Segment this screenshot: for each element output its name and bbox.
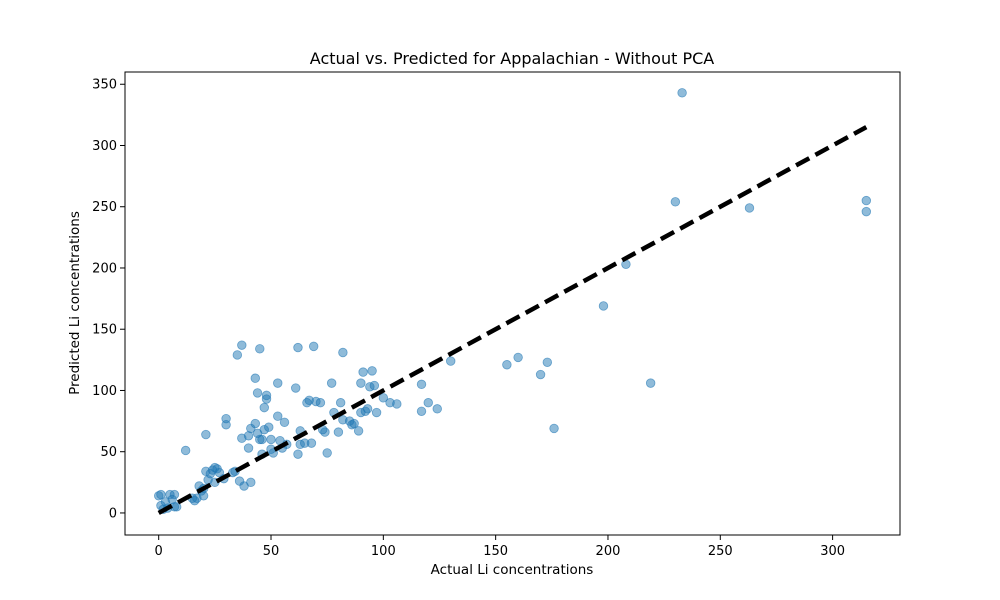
y-tick-label: 250 [92, 200, 117, 215]
y-axis: 0 50 100 150 200 250 300 350 [92, 78, 125, 521]
data-point [416, 406, 427, 416]
data-point [378, 393, 389, 403]
y-tick-label: 200 [92, 261, 117, 276]
y-tick-label: 150 [92, 323, 117, 338]
data-point [315, 398, 326, 408]
y-axis-label: Predicted Li concentrations [67, 211, 83, 395]
y-tick-label: 300 [92, 139, 117, 154]
data-point [542, 357, 553, 367]
data-point [322, 448, 332, 458]
plot-frame [124, 71, 901, 536]
data-point [255, 344, 265, 354]
chart-title: Actual vs. Predicted for Appalachian - W… [310, 49, 714, 68]
x-tick-label: 300 [820, 544, 845, 559]
data-point [257, 434, 267, 445]
data-point [356, 378, 366, 388]
data-point [423, 398, 433, 408]
data-point [392, 399, 402, 409]
data-point [273, 378, 283, 388]
data-point [335, 398, 346, 408]
data-point [259, 402, 269, 413]
plot-area [124, 71, 901, 536]
x-tick-label: 250 [708, 544, 733, 559]
x-tick-label: 50 [263, 544, 280, 559]
data-point [371, 407, 382, 418]
data-point [180, 445, 191, 456]
data-point [264, 422, 274, 432]
data-point [252, 388, 263, 398]
data-point [201, 429, 211, 440]
data-point [306, 438, 317, 448]
data-point [246, 477, 256, 488]
data-point [861, 195, 872, 206]
data-point [362, 404, 373, 414]
y-tick-label: 0 [109, 506, 117, 521]
data-point [338, 347, 348, 358]
data-point [326, 378, 337, 388]
data-point [549, 423, 559, 434]
data-point [237, 340, 247, 350]
data-point [169, 489, 180, 500]
data-point [308, 341, 319, 352]
data-point [598, 301, 609, 311]
data-point [291, 383, 301, 393]
data-point [293, 342, 303, 353]
data-point [535, 369, 546, 380]
data-point [432, 404, 442, 414]
data-point [446, 356, 456, 366]
data-point [502, 360, 512, 370]
data-point [266, 434, 276, 445]
x-tick-label: 0 [155, 544, 163, 559]
data-point [232, 350, 243, 360]
data-point [273, 411, 283, 421]
data-point [293, 449, 303, 459]
data-point [349, 418, 359, 429]
data-point [513, 352, 523, 363]
x-tick-label: 200 [596, 544, 621, 559]
data-point [279, 417, 290, 428]
x-tick-label: 150 [483, 544, 508, 559]
data-point [645, 378, 656, 388]
data-point [744, 203, 755, 213]
data-point [250, 418, 260, 429]
data-point [358, 367, 368, 377]
data-point [369, 380, 380, 391]
data-point [416, 379, 427, 390]
data-point [670, 197, 681, 207]
data-point [861, 206, 872, 217]
y-tick-label: 350 [92, 78, 117, 93]
data-point [320, 427, 330, 437]
data-point [261, 394, 272, 404]
data-point [221, 420, 231, 430]
data-point [250, 373, 260, 383]
y-tick-label: 50 [100, 445, 117, 460]
data-point [243, 443, 254, 453]
data-point [333, 427, 344, 437]
data-point [353, 426, 364, 436]
x-axis-label: Actual Li concentrations [431, 562, 594, 578]
data-point [367, 366, 377, 376]
x-axis: 0 50 100 150 200 250 300 [155, 535, 845, 559]
data-point [677, 88, 687, 98]
reference-line [157, 125, 868, 515]
x-tick-label: 100 [371, 544, 396, 559]
data-point [198, 491, 209, 501]
y-tick-label: 100 [92, 384, 117, 399]
